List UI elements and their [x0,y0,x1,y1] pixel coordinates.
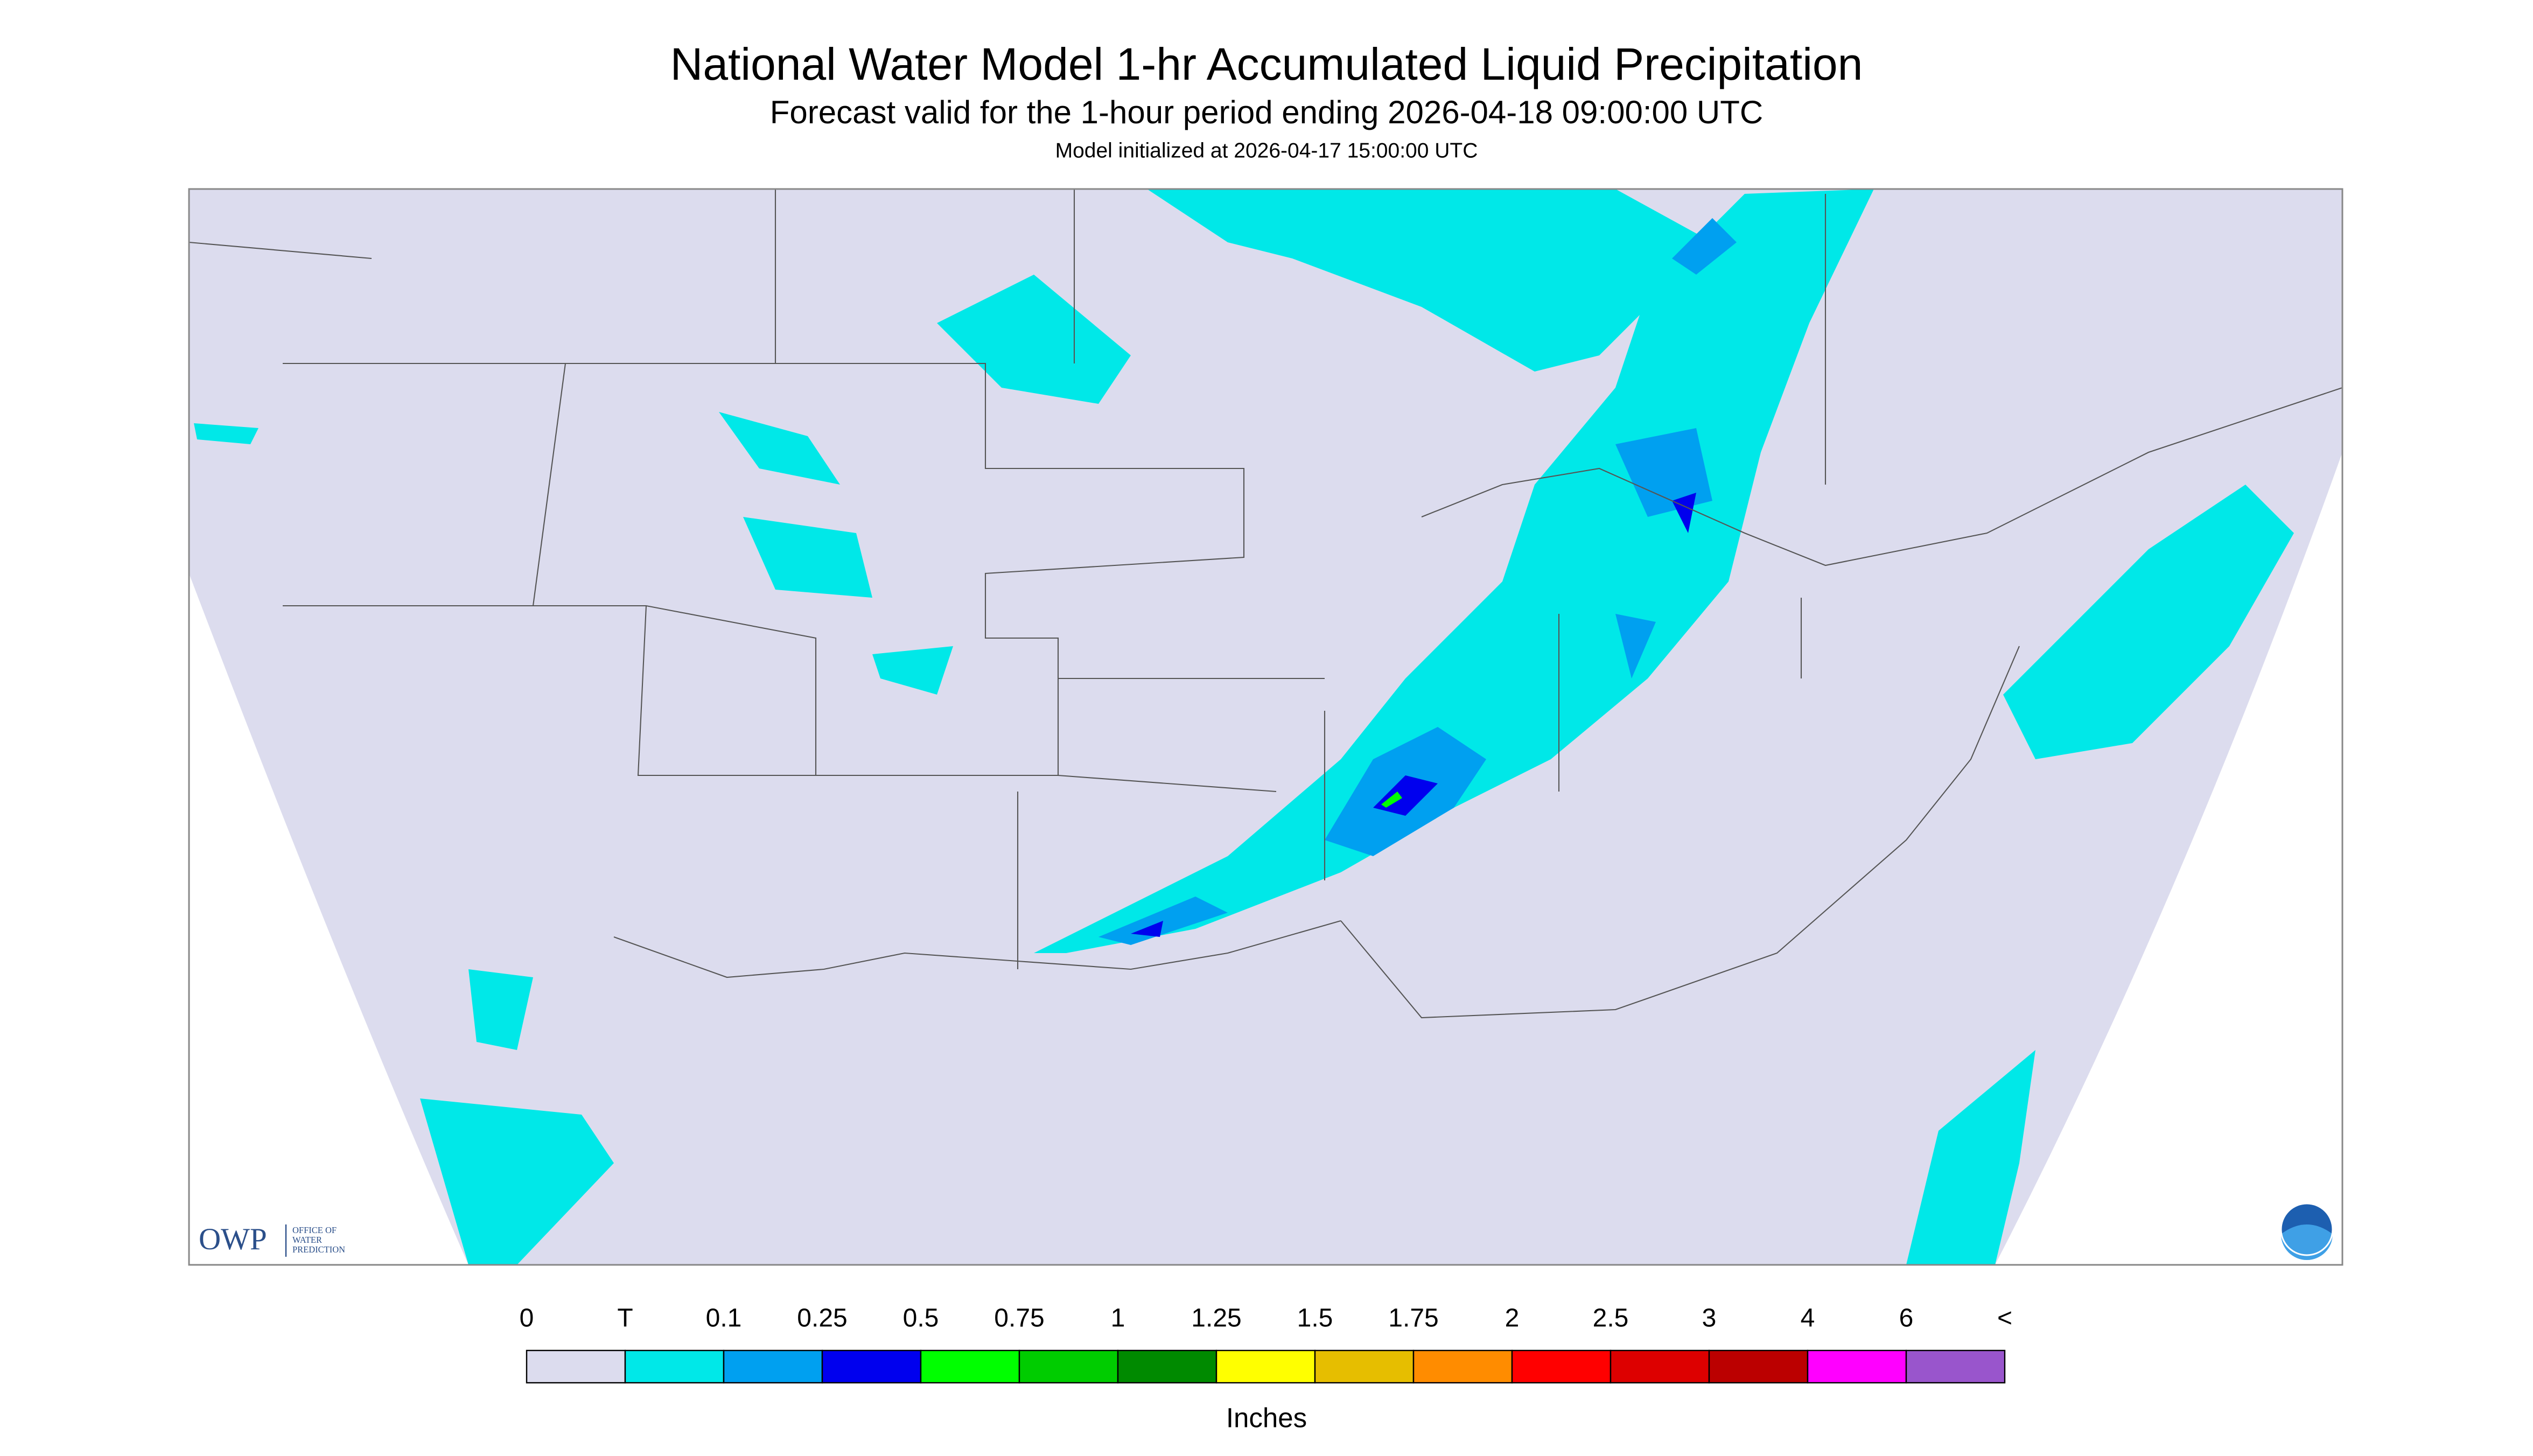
legend-swatch [1807,1349,1907,1384]
legend-swatch [1215,1349,1316,1384]
logo-name: OWP [199,1222,267,1256]
legend-label: 0 [520,1304,534,1333]
map: OWP OFFICE OF WATER PREDICTION [188,188,2343,1266]
legend-swatch [624,1349,725,1384]
legend-label: 3 [1702,1304,1717,1333]
legend-label: 0.5 [903,1304,939,1333]
legend-label: 2 [1505,1304,1520,1333]
borders [188,189,2343,1019]
legend-label: 6 [1899,1304,1914,1333]
map-frame [188,188,2343,1266]
legend-swatch [1117,1349,1217,1384]
legend-swatch [723,1349,823,1384]
legend-swatch [1412,1349,1513,1384]
legend-label: 1.25 [1191,1304,1241,1333]
legend-label: 0.75 [994,1304,1044,1333]
legend-label: 2.5 [1593,1304,1629,1333]
legend-swatch [920,1349,1020,1384]
precip-trace [194,189,2294,1265]
init-time: Model initialized at 2026-04-17 15:00:00… [1055,139,1478,162]
legend-label: 0.25 [797,1304,847,1333]
map-background [189,189,2342,1265]
legend-swatch [1511,1349,1612,1384]
logo-text: OFFICE OF [292,1225,337,1235]
outside-projection [189,573,468,1265]
legend-swatch [1610,1349,1710,1384]
legend-label: 1 [1111,1304,1125,1333]
subtitle: Forecast valid for the 1-hour period end… [770,94,1763,130]
legend-label: 4 [1801,1304,1815,1333]
title: National Water Model 1-hr Accumulated Li… [670,39,1863,89]
legend-label: T [617,1304,633,1333]
legend-label: 1.75 [1388,1304,1438,1333]
legend-swatch [1708,1349,1809,1384]
legend-swatch [1018,1349,1119,1384]
noaa-logo [2280,1202,2334,1261]
legend: Inches 0 T 0.1 0.25 0.5 0.75 1 1.25 1.5 1.75 2 2.5 3… [520,1304,2012,1433]
precip-heavy [1381,792,1402,808]
legend-label: < [1997,1304,2012,1333]
legend-unit: Inches [1226,1402,1307,1433]
owp-logo: OWP OFFICE OF WATER PREDICTION [199,1222,345,1257]
legend-label: 0.1 [706,1304,742,1333]
legend-swatch [1905,1349,2006,1384]
legend-swatch [1314,1349,1415,1384]
legend-swatch [526,1349,626,1384]
legend-label: 1.5 [1297,1304,1333,1333]
logo-text: PREDICTION [292,1244,345,1255]
logo-text: WATER [292,1235,322,1245]
legend-swatch [821,1349,922,1384]
outside-projection [1995,452,2342,1265]
